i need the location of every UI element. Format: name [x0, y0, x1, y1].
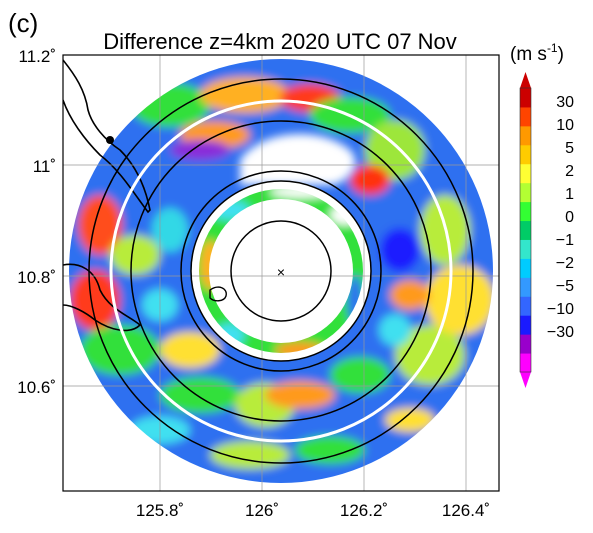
panel-label: (c): [8, 8, 38, 38]
colorbar-segment: [520, 144, 531, 165]
colorbar-tick-label: −10: [547, 301, 574, 318]
radar-site-marker: [106, 136, 114, 144]
colorbar-segment: [520, 315, 531, 335]
y-tick-label: 10.8˚: [17, 268, 56, 287]
y-tick-label: 11.2˚: [19, 47, 57, 66]
colorbar-segment: [520, 220, 531, 240]
colorbar-segment: [520, 163, 531, 184]
storm-center-marker: ×: [277, 264, 285, 280]
colorbar-max-arrow: [520, 72, 531, 88]
colorbar-tick-label: 10: [556, 117, 574, 134]
plot-frame: [62, 54, 500, 492]
colorbar-tick-label: 0: [565, 209, 574, 226]
colorbar-tick-label: 30: [556, 94, 574, 111]
x-tick-label: 125.8˚: [136, 501, 184, 520]
colorbar-tick-label: 1: [565, 186, 574, 203]
coastline-north: [63, 59, 151, 214]
colorbar-tick-label: −30: [547, 324, 574, 341]
range-rings: [88, 78, 474, 464]
x-tick-label: 126˚: [245, 501, 279, 520]
grid: [63, 55, 499, 491]
colorbar-segment: [520, 239, 531, 259]
colorbar-segment: [520, 106, 531, 127]
colorbar-min-arrow: [520, 372, 531, 388]
colorbar-tick-label: −5: [556, 278, 574, 295]
colorbar-tick-label: 2: [565, 163, 574, 180]
y-tick-label: 10.6˚: [17, 378, 56, 397]
colorbar-segment: [520, 125, 531, 146]
colorbar-segment: [520, 277, 531, 297]
colorbar-segment: [520, 258, 531, 278]
colorbar-tick-label: −1: [556, 232, 574, 249]
colorbar-segment: [520, 334, 531, 354]
colorbar-unit: (m s-1): [510, 41, 564, 65]
colorbar-segment: [520, 88, 531, 108]
colorbar-tick-label: −2: [556, 255, 574, 272]
x-tick-label: 126.2˚: [340, 501, 388, 520]
colorbar-segment: [520, 201, 531, 222]
y-axis: 11.2˚ 11˚ 10.8˚ 10.6˚: [17, 47, 56, 397]
x-axis: 125.8˚ 126˚ 126.2˚ 126.4˚: [136, 501, 490, 520]
colorbar-tick-label: 5: [565, 140, 574, 157]
colorbar-segment: [520, 182, 531, 203]
island: [209, 286, 227, 302]
colorbar-segment: [520, 296, 531, 316]
chart-title: Difference z=4km 2020 UTC 07 Nov: [103, 29, 457, 54]
y-tick-label: 11˚: [33, 157, 56, 176]
colorbar-segment: [520, 353, 531, 373]
x-tick-label: 126.4˚: [442, 501, 490, 520]
